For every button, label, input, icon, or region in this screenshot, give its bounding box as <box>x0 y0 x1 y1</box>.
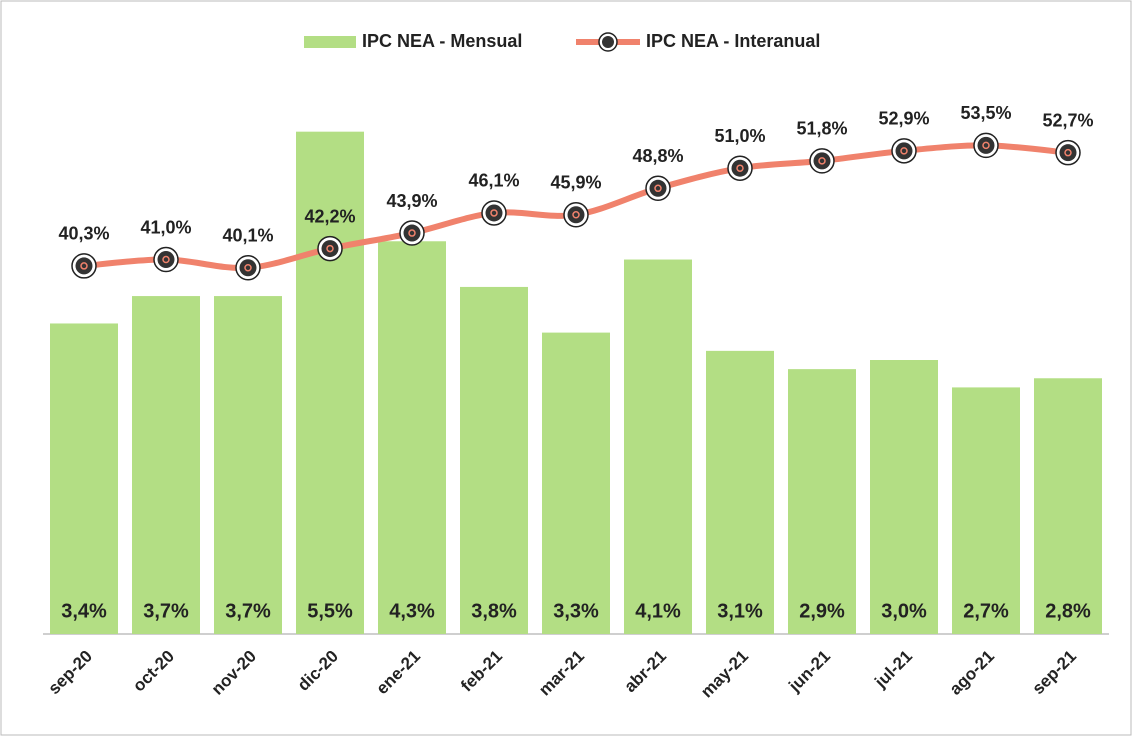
data-label: 48,8% <box>632 146 683 166</box>
data-label: 2,7% <box>963 600 1009 622</box>
legend-label: IPC NEA - Interanual <box>646 31 820 51</box>
marker-inner <box>403 224 421 242</box>
data-label: 3,7% <box>225 600 271 622</box>
data-label: 3,7% <box>143 600 189 622</box>
bar <box>624 259 692 634</box>
data-label: 3,4% <box>61 600 107 622</box>
data-label: 53,5% <box>960 103 1011 123</box>
data-label: 42,2% <box>304 206 355 226</box>
marker-dot <box>736 164 744 172</box>
bar <box>1034 378 1102 634</box>
bar <box>378 241 446 634</box>
bar <box>952 387 1020 634</box>
data-label: 4,3% <box>389 600 435 622</box>
bar <box>788 369 856 634</box>
data-label: 40,1% <box>222 226 273 246</box>
bar <box>870 360 938 634</box>
data-label: 52,7% <box>1042 110 1093 130</box>
legend-swatch-bar <box>304 36 356 48</box>
data-label: 3,0% <box>881 600 927 622</box>
bar <box>214 296 282 634</box>
bar <box>706 350 774 634</box>
legend-marker-inner <box>602 36 614 48</box>
bar <box>460 286 528 634</box>
data-label: 46,1% <box>468 171 519 191</box>
marker-dot <box>490 209 498 217</box>
marker-dot <box>244 264 252 272</box>
marker-dot <box>900 147 908 155</box>
bar <box>542 332 610 634</box>
marker-inner <box>1059 144 1077 162</box>
marker-dot <box>326 244 334 253</box>
data-label: 40,3% <box>58 224 109 244</box>
marker-dot <box>654 184 662 193</box>
marker-inner <box>649 179 667 197</box>
legend-label: IPC NEA - Mensual <box>362 31 522 51</box>
marker-dot <box>1064 148 1072 157</box>
marker-dot <box>408 229 416 237</box>
marker-inner <box>157 251 175 269</box>
bar <box>132 296 200 634</box>
data-label: 51,8% <box>796 119 847 139</box>
marker-dot <box>818 157 826 165</box>
marker-dot <box>572 211 580 219</box>
marker-inner <box>239 259 257 277</box>
data-label: 43,9% <box>386 191 437 211</box>
marker-inner <box>977 136 995 154</box>
marker-dot <box>80 262 88 270</box>
data-label: 4,1% <box>635 600 681 622</box>
data-label: 5,5% <box>307 600 353 622</box>
marker-dot <box>982 141 990 150</box>
marker-inner <box>895 142 913 160</box>
marker-inner <box>731 159 749 177</box>
data-label: 45,9% <box>550 173 601 193</box>
data-label: 51,0% <box>714 126 765 146</box>
marker-inner <box>485 204 503 222</box>
marker-inner <box>75 257 93 275</box>
data-label: 3,1% <box>717 600 763 622</box>
bar <box>296 131 364 634</box>
marker-inner <box>321 240 339 258</box>
data-label: 2,9% <box>799 600 845 622</box>
marker-dot <box>162 255 170 264</box>
data-label: 3,3% <box>553 600 599 622</box>
data-label: 3,8% <box>471 600 517 622</box>
marker-inner <box>813 152 831 170</box>
marker-inner <box>567 206 585 224</box>
bar <box>50 323 118 634</box>
data-label: 52,9% <box>878 109 929 129</box>
data-label: 41,0% <box>140 217 191 237</box>
data-label: 2,8% <box>1045 600 1091 622</box>
